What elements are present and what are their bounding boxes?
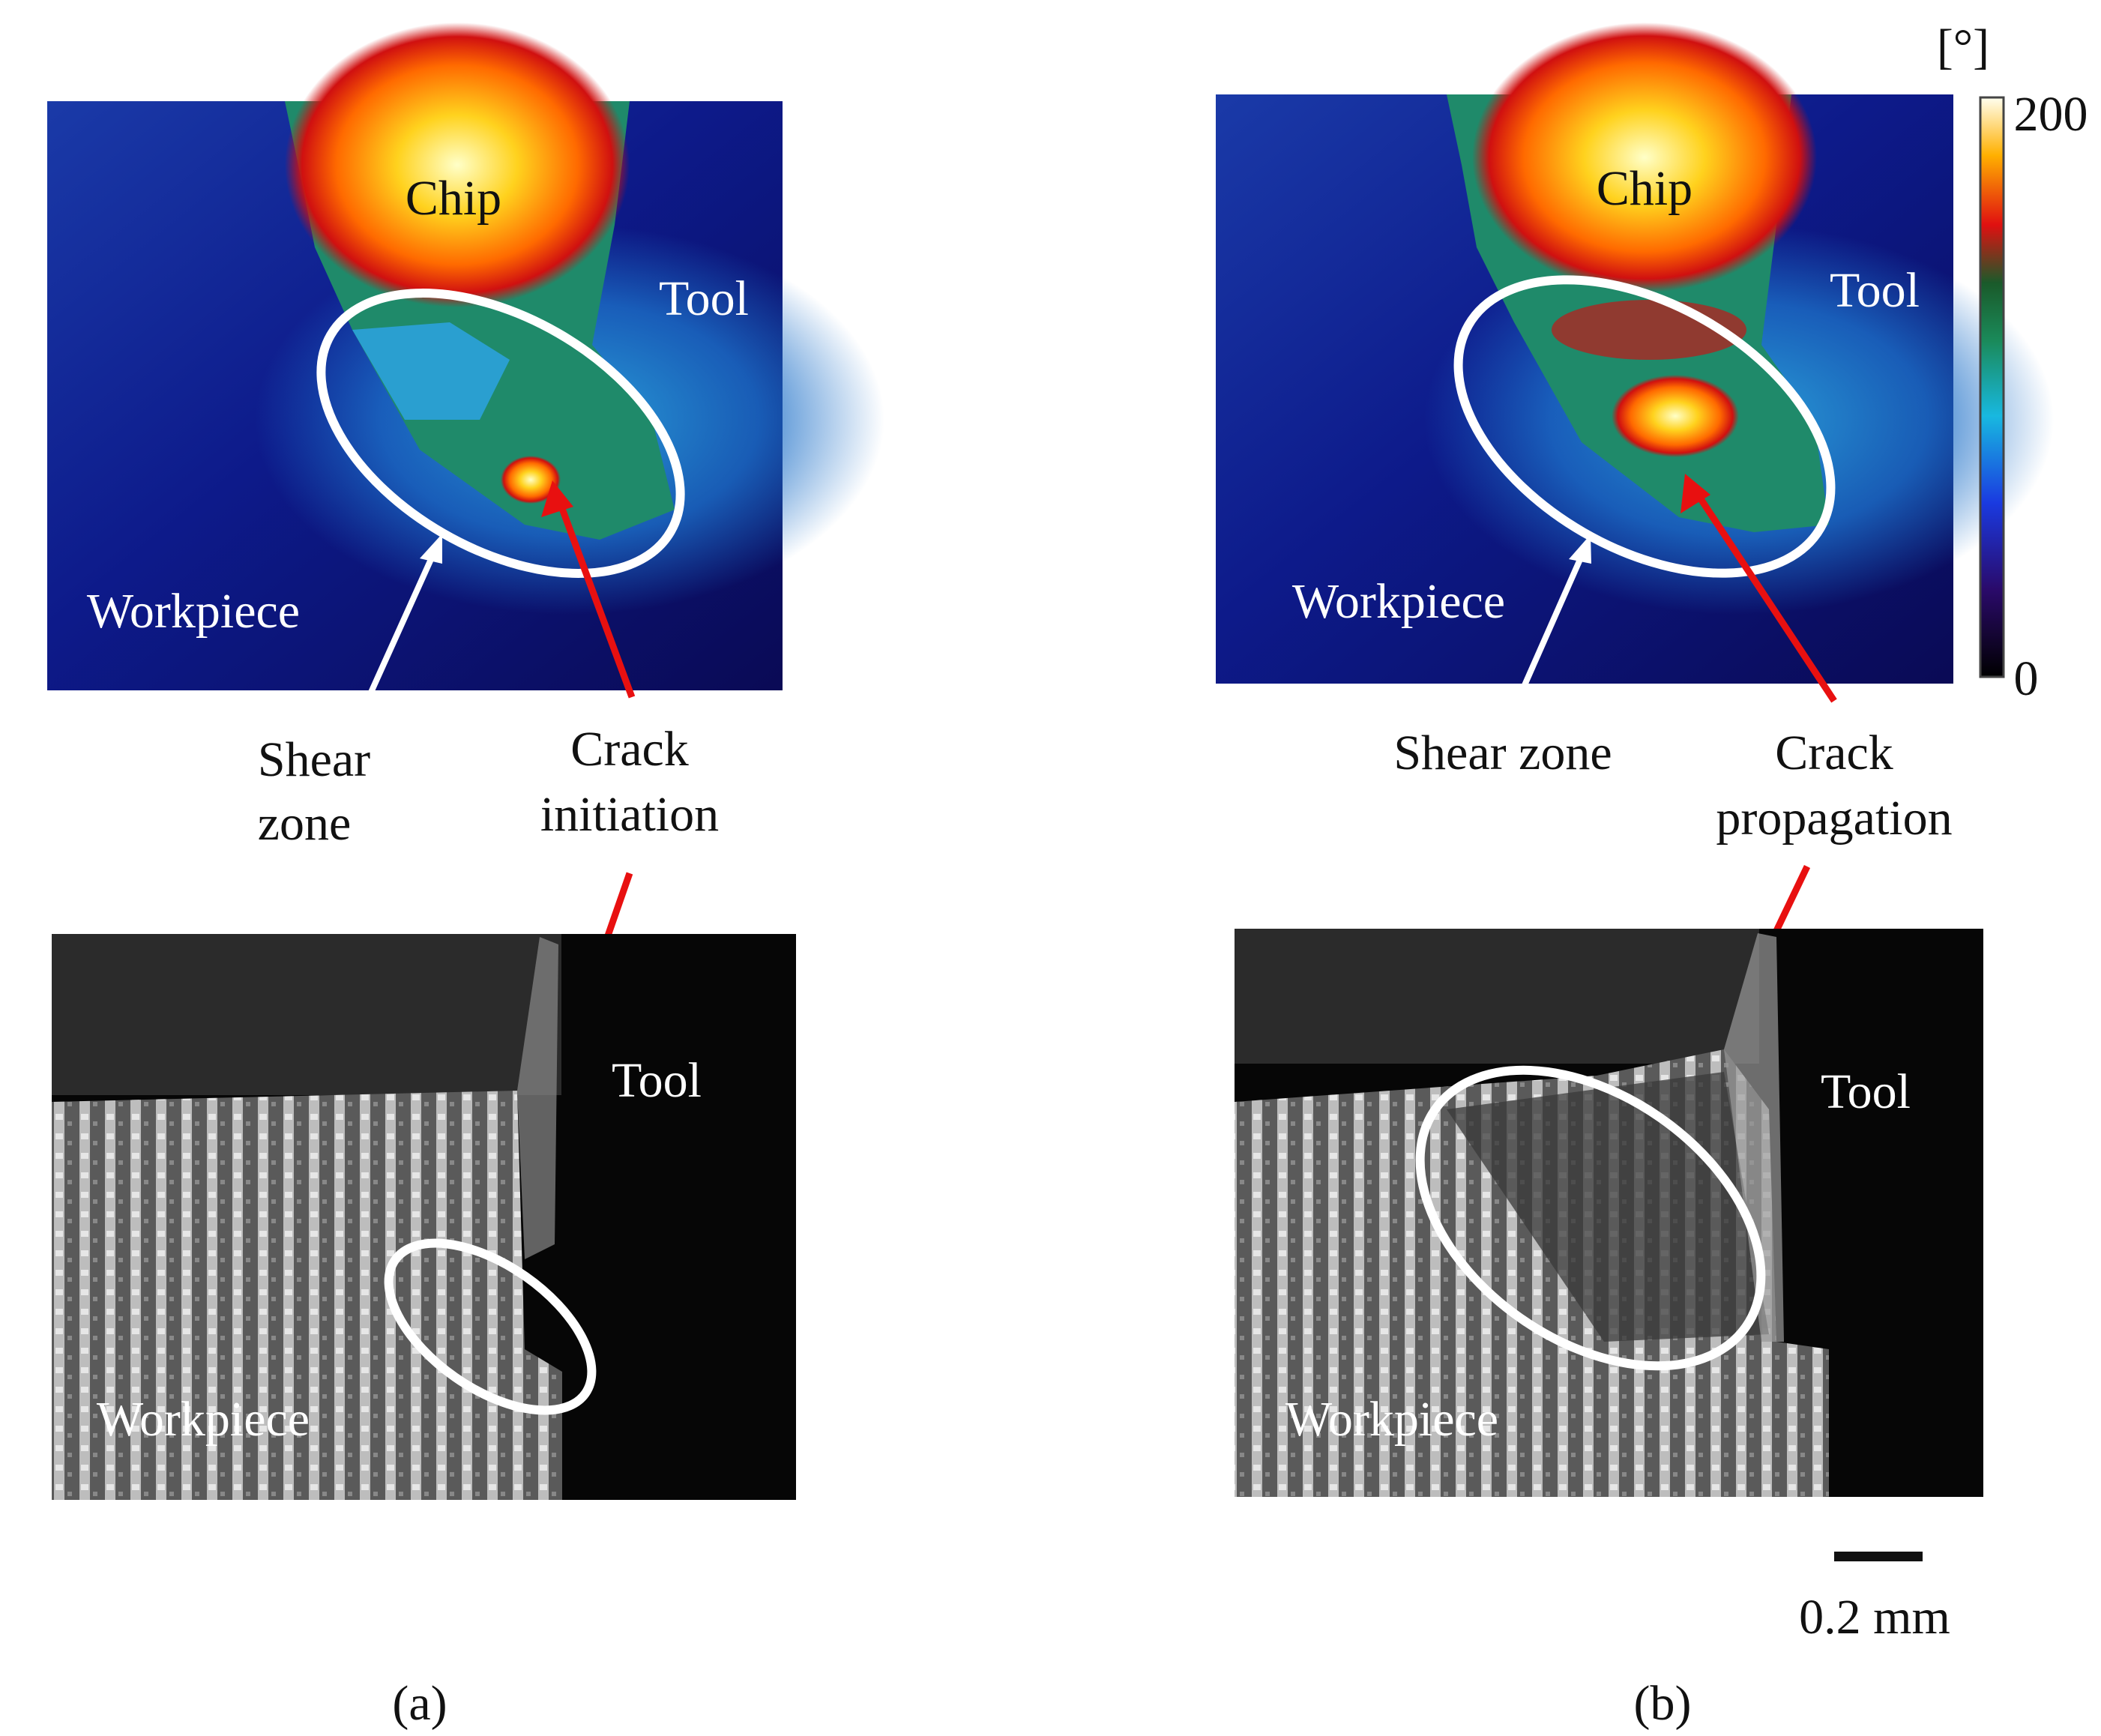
- annotation: Crack: [570, 722, 689, 777]
- label: Chip: [406, 171, 501, 226]
- caption: (b): [1634, 1676, 1692, 1731]
- label: Workpiece: [1292, 574, 1505, 629]
- micrograph-b: Tool Workpiece: [1235, 929, 1983, 1497]
- label: Chip: [1597, 161, 1692, 216]
- thermal-image-a: Chip Tool Workpiece: [47, 22, 884, 690]
- label: Tool: [659, 271, 749, 326]
- scale-bar-label: 0.2 mm: [1799, 1590, 1950, 1645]
- annotation: initiation: [540, 787, 719, 842]
- colorbar-max: 200: [2014, 87, 2088, 142]
- label: Tool: [1821, 1064, 1911, 1119]
- thermal-image-b: Chip Tool Workpiece: [1216, 22, 2054, 684]
- label: Workpiece: [1285, 1392, 1498, 1447]
- annotation: Shear zone: [1393, 726, 1612, 780]
- annotation: zone: [258, 796, 352, 851]
- label: Tool: [1830, 263, 1920, 318]
- annotation: Crack: [1775, 726, 1893, 780]
- label: Tool: [612, 1053, 702, 1108]
- colorbar: [°] 200 0: [1937, 19, 2088, 706]
- scale-bar: 0.2 mm: [1799, 1552, 1950, 1645]
- label: Workpiece: [87, 584, 300, 639]
- caption: (a): [392, 1676, 447, 1731]
- colorbar-unit: [°]: [1937, 19, 1989, 74]
- annotation: Shear: [258, 732, 370, 787]
- label: Workpiece: [97, 1392, 310, 1447]
- annotation: propagation: [1716, 791, 1952, 846]
- colorbar-min: 0: [2014, 651, 2039, 706]
- micrograph-a: Tool Workpiece: [52, 934, 796, 1500]
